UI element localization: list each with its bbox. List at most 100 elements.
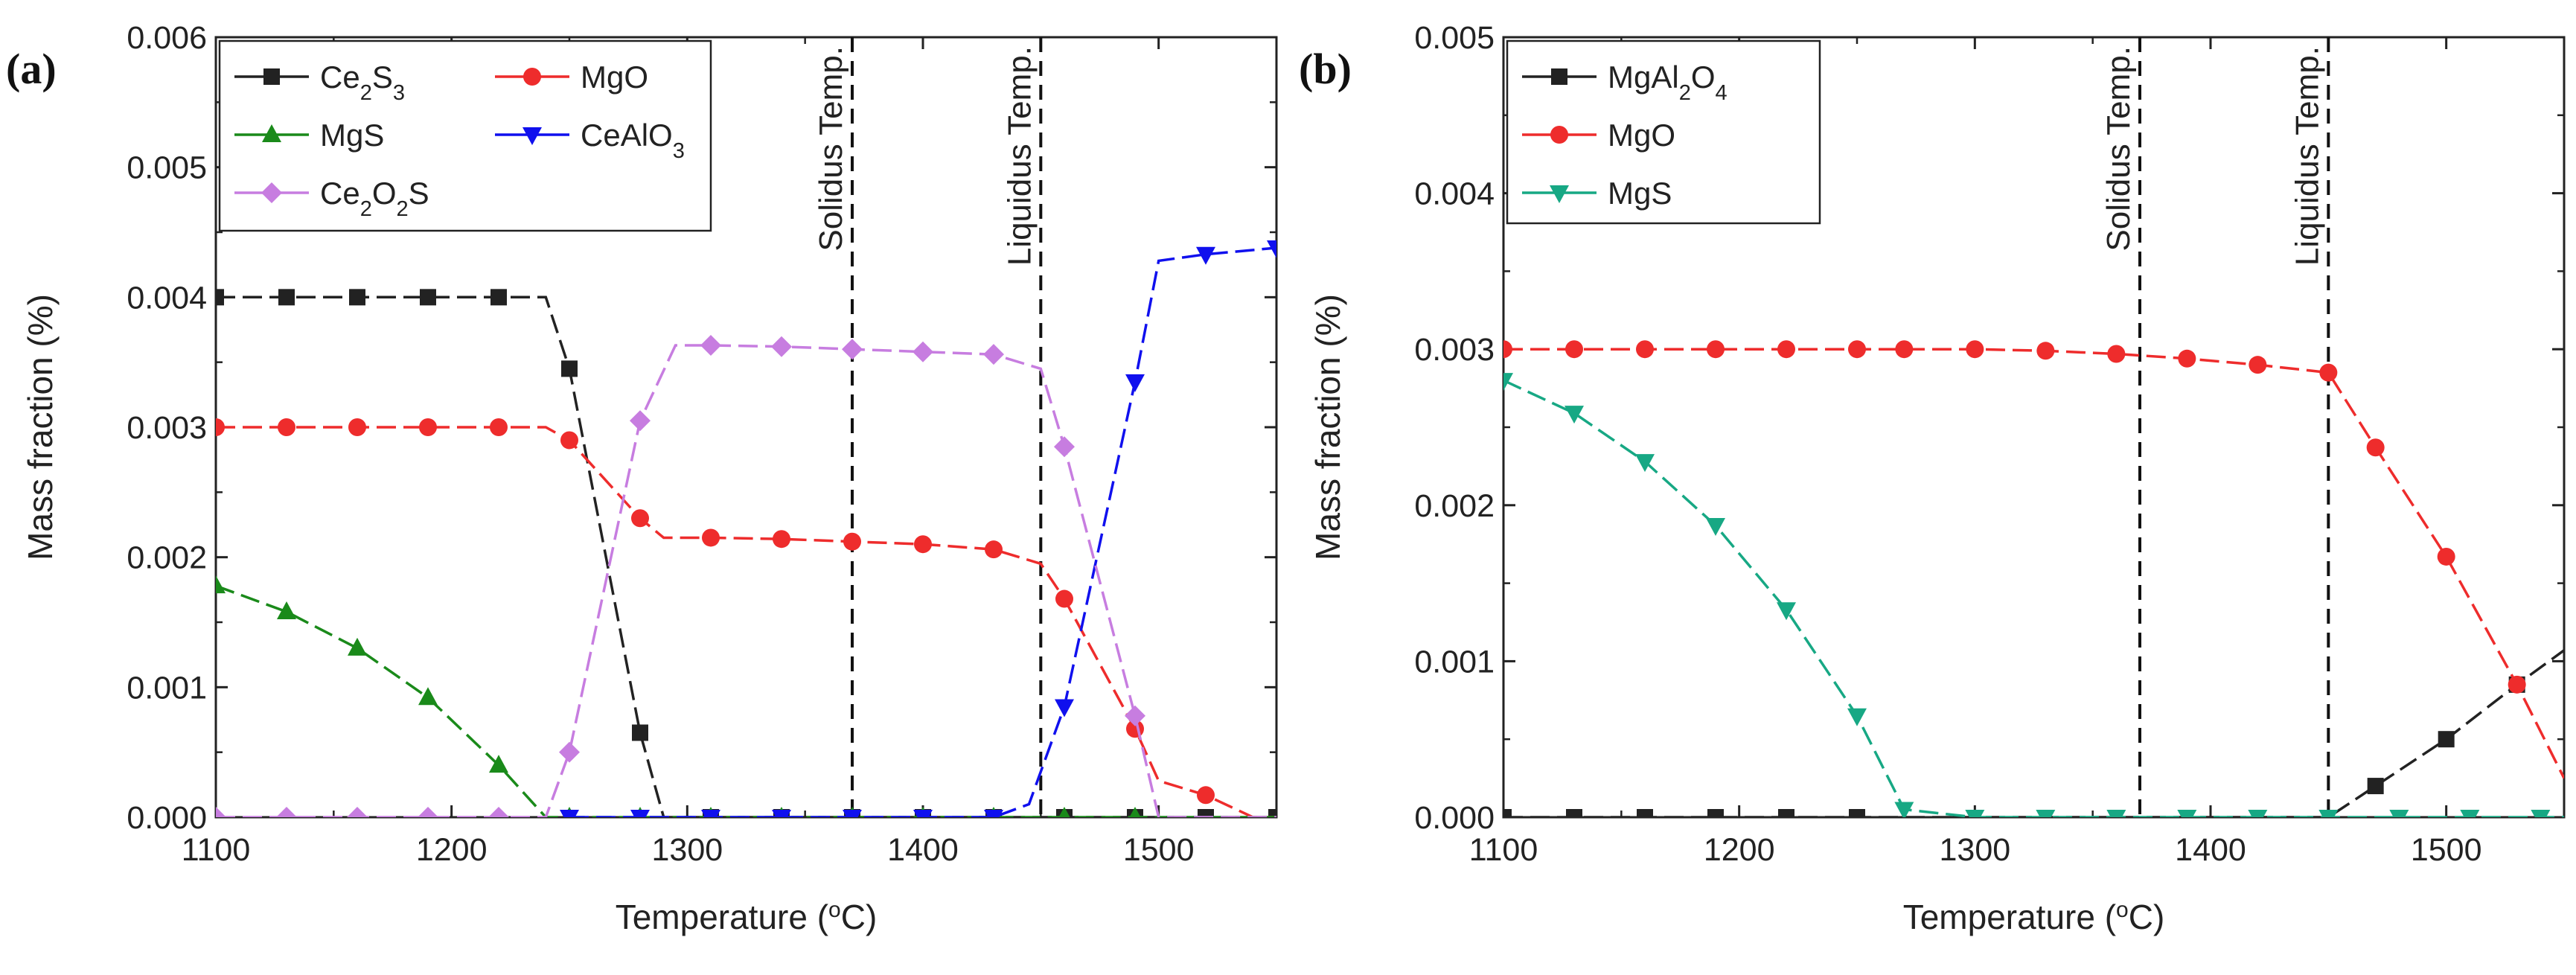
- data-point: [2178, 349, 2196, 368]
- x-tick-label: 1100: [1469, 832, 1538, 868]
- legend-label: MgS: [1608, 176, 1672, 211]
- series-line: [216, 344, 1276, 817]
- data-point: [1125, 374, 1145, 392]
- legend: Ce2S3 MgO MgS CeAlO3 Ce2O2S: [218, 39, 712, 232]
- data-point: [1848, 340, 1866, 359]
- data-point: [2367, 778, 2384, 795]
- legend-label: MgO: [1608, 118, 1675, 153]
- y-tick-label: 0.005: [127, 150, 207, 186]
- data-point: [1847, 708, 1867, 726]
- legend-label: MgO: [581, 60, 648, 95]
- legend-marker: [522, 127, 542, 145]
- data-point: [842, 339, 863, 360]
- series-line: [569, 246, 1276, 817]
- data-point: [560, 810, 579, 817]
- data-point: [1895, 340, 1914, 359]
- y-tick-label: 0.006: [127, 20, 207, 56]
- data-point: [1778, 809, 1794, 817]
- series-line: [216, 584, 1276, 817]
- data-point: [2248, 810, 2268, 817]
- x-tick-label: 1500: [2411, 832, 2482, 868]
- data-point: [2437, 547, 2455, 566]
- y-tick-label: 0.003: [127, 410, 207, 446]
- data-point: [630, 810, 650, 817]
- data-point: [216, 418, 225, 436]
- x-tick-label: 1200: [1704, 832, 1775, 868]
- legend-marker: [1551, 68, 1567, 85]
- legend-marker: [1550, 126, 1568, 144]
- data-point: [490, 418, 508, 436]
- legend-label: MgAl2O4: [1608, 60, 1728, 105]
- data-point: [1565, 406, 1584, 424]
- data-point: [488, 807, 509, 817]
- x-tick-label: 1400: [2175, 832, 2246, 868]
- data-point: [216, 289, 224, 306]
- data-point: [559, 741, 580, 763]
- data-point: [631, 509, 649, 528]
- data-point: [702, 528, 720, 547]
- data-point: [490, 289, 507, 306]
- y-tick-label: 0.000: [1414, 800, 1495, 836]
- data-point: [2036, 342, 2055, 360]
- data-point: [1503, 340, 1512, 359]
- data-point: [843, 810, 862, 817]
- legend-marker: [261, 182, 282, 203]
- data-point: [1894, 802, 1914, 817]
- data-point: [1268, 809, 1276, 817]
- data-point: [700, 334, 721, 356]
- legend-label: Ce2S3: [320, 60, 405, 105]
- series-line: [1503, 348, 2564, 779]
- data-point: [348, 637, 367, 656]
- series-line: [1503, 649, 2564, 817]
- x-tick-label: 1400: [887, 832, 959, 868]
- legend-item: MgO: [495, 60, 648, 95]
- data-point: [216, 575, 226, 594]
- temperature-marker-label: Liquidus Temp.: [1001, 46, 1038, 266]
- data-point: [1198, 809, 1214, 817]
- data-point: [1196, 246, 1215, 265]
- data-point: [1636, 340, 1654, 359]
- temperature-marker-label: Solidus Temp.: [2100, 46, 2137, 252]
- legend-marker: [262, 124, 281, 142]
- x-tick-label: 1500: [1123, 832, 1195, 868]
- x-axis-title: Temperature (oC): [616, 898, 878, 937]
- data-point: [1707, 340, 1725, 359]
- x-axis-title: Temperature (oC): [1903, 898, 2165, 937]
- series-MgS: [1503, 373, 2564, 817]
- data-point: [419, 418, 437, 436]
- data-point: [1055, 699, 1074, 717]
- data-point: [2389, 810, 2409, 817]
- data-point: [278, 289, 295, 306]
- data-point: [418, 687, 438, 706]
- series-MgS: [216, 575, 1276, 817]
- y-tick-label: 0.002: [127, 540, 207, 576]
- legend-marker: [523, 68, 541, 86]
- legend-label: Ce2O2S: [320, 176, 429, 221]
- data-point: [561, 360, 578, 377]
- data-point: [348, 418, 366, 436]
- y-tick-label: 0.001: [127, 670, 207, 706]
- data-point: [843, 532, 861, 551]
- series-Ce2O2S: [216, 334, 1276, 817]
- series-MgAl2O4: [1503, 649, 2564, 817]
- data-point: [1197, 786, 1215, 805]
- y-tick-label: 0.005: [1414, 20, 1495, 56]
- data-point: [1503, 373, 1513, 391]
- data-point: [1777, 602, 1796, 621]
- data-point: [418, 807, 438, 817]
- series-line: [216, 295, 1276, 817]
- plot-area: [216, 240, 1276, 817]
- data-point: [1566, 809, 1582, 817]
- data-point: [2036, 810, 2056, 817]
- data-point: [1966, 340, 1984, 359]
- plot-area: [1503, 340, 2564, 817]
- legend-label: MgS: [320, 118, 384, 153]
- data-point: [489, 755, 508, 773]
- panel-label: (a): [6, 45, 57, 93]
- y-tick-label: 0.004: [1414, 176, 1495, 212]
- legend-item: Ce2O2S: [234, 176, 429, 221]
- panel-a: 0.000 0.001 0.002 0.003 0.004 0.005 0.006 1100 1…: [6, 20, 1278, 937]
- data-point: [1849, 809, 1865, 817]
- data-point: [913, 810, 933, 817]
